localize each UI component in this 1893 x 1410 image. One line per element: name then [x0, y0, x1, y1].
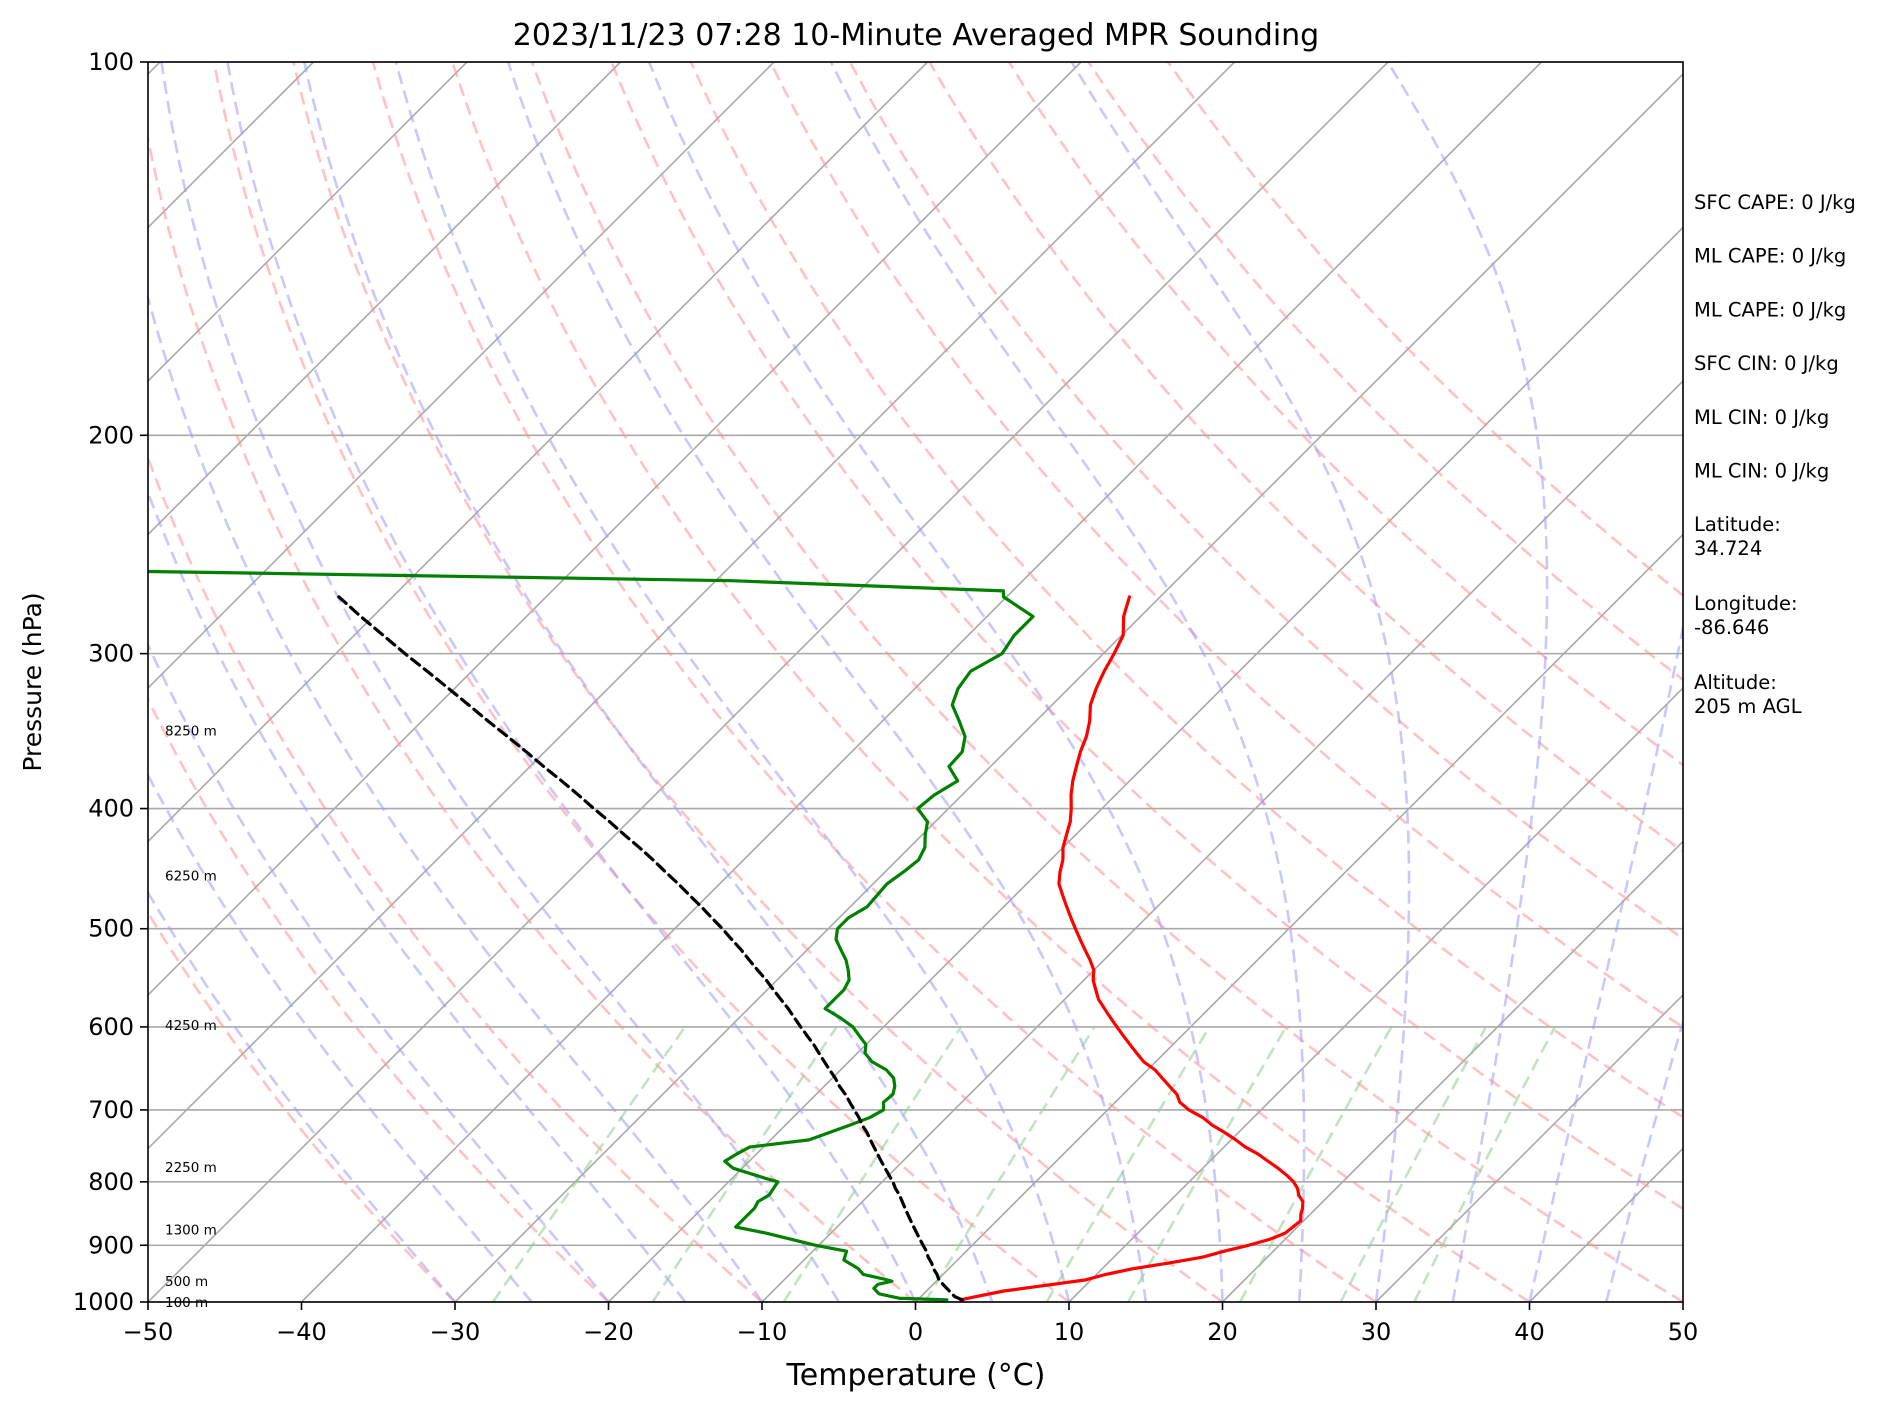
height-label: 1300 m	[165, 1222, 217, 1238]
x-tick-label: −20	[583, 1318, 634, 1346]
stat-label: ML CAPE: 0 J/kg	[1694, 245, 1846, 268]
stat-label: SFC CIN: 0 J/kg	[1694, 352, 1839, 375]
y-tick-label: 1000	[73, 1288, 134, 1316]
x-tick-label: 10	[1054, 1318, 1085, 1346]
height-label: 6250 m	[165, 869, 217, 885]
stat-label: Longitude:	[1694, 592, 1798, 615]
stat-label: Latitude:	[1694, 513, 1781, 536]
y-tick-label: 200	[88, 421, 134, 449]
height-label: 2250 m	[165, 1160, 217, 1176]
height-label: 8250 m	[165, 723, 217, 739]
stat-label: Altitude:	[1694, 671, 1777, 694]
x-tick-label: −10	[737, 1318, 788, 1346]
x-tick-label: 50	[1668, 1318, 1699, 1346]
stat-label: 34.724	[1694, 537, 1762, 560]
height-label: 4250 m	[165, 1018, 217, 1034]
x-tick-label: 0	[908, 1318, 923, 1346]
y-tick-label: 100	[88, 48, 134, 76]
stat-label: 205 m AGL	[1694, 695, 1802, 718]
stat-label: SFC CAPE: 0 J/kg	[1694, 191, 1856, 214]
y-tick-label: 300	[88, 640, 134, 668]
y-tick-label: 700	[88, 1096, 134, 1124]
x-tick-label: −30	[430, 1318, 481, 1346]
stat-label: -86.646	[1694, 616, 1769, 639]
height-label: 100 m	[165, 1295, 208, 1311]
x-tick-label: 20	[1207, 1318, 1238, 1346]
stat-label: ML CIN: 0 J/kg	[1694, 460, 1829, 483]
chart-title: 2023/11/23 07:28 10-Minute Averaged MPR …	[513, 18, 1319, 53]
y-tick-label: 500	[88, 915, 134, 943]
stat-label: ML CIN: 0 J/kg	[1694, 406, 1829, 429]
height-label: 500 m	[165, 1274, 208, 1290]
y-tick-label: 400	[88, 795, 134, 823]
y-tick-label: 800	[88, 1168, 134, 1196]
x-tick-label: −50	[123, 1318, 174, 1346]
y-tick-label: 900	[88, 1231, 134, 1259]
x-axis-label: Temperature (°C)	[786, 1358, 1046, 1393]
stat-label: ML CAPE: 0 J/kg	[1694, 298, 1846, 321]
x-tick-label: −40	[276, 1318, 327, 1346]
x-tick-label: 30	[1361, 1318, 1392, 1346]
y-tick-label: 600	[88, 1013, 134, 1041]
y-axis-label: Pressure (hPa)	[18, 592, 47, 771]
x-tick-label: 40	[1514, 1318, 1545, 1346]
